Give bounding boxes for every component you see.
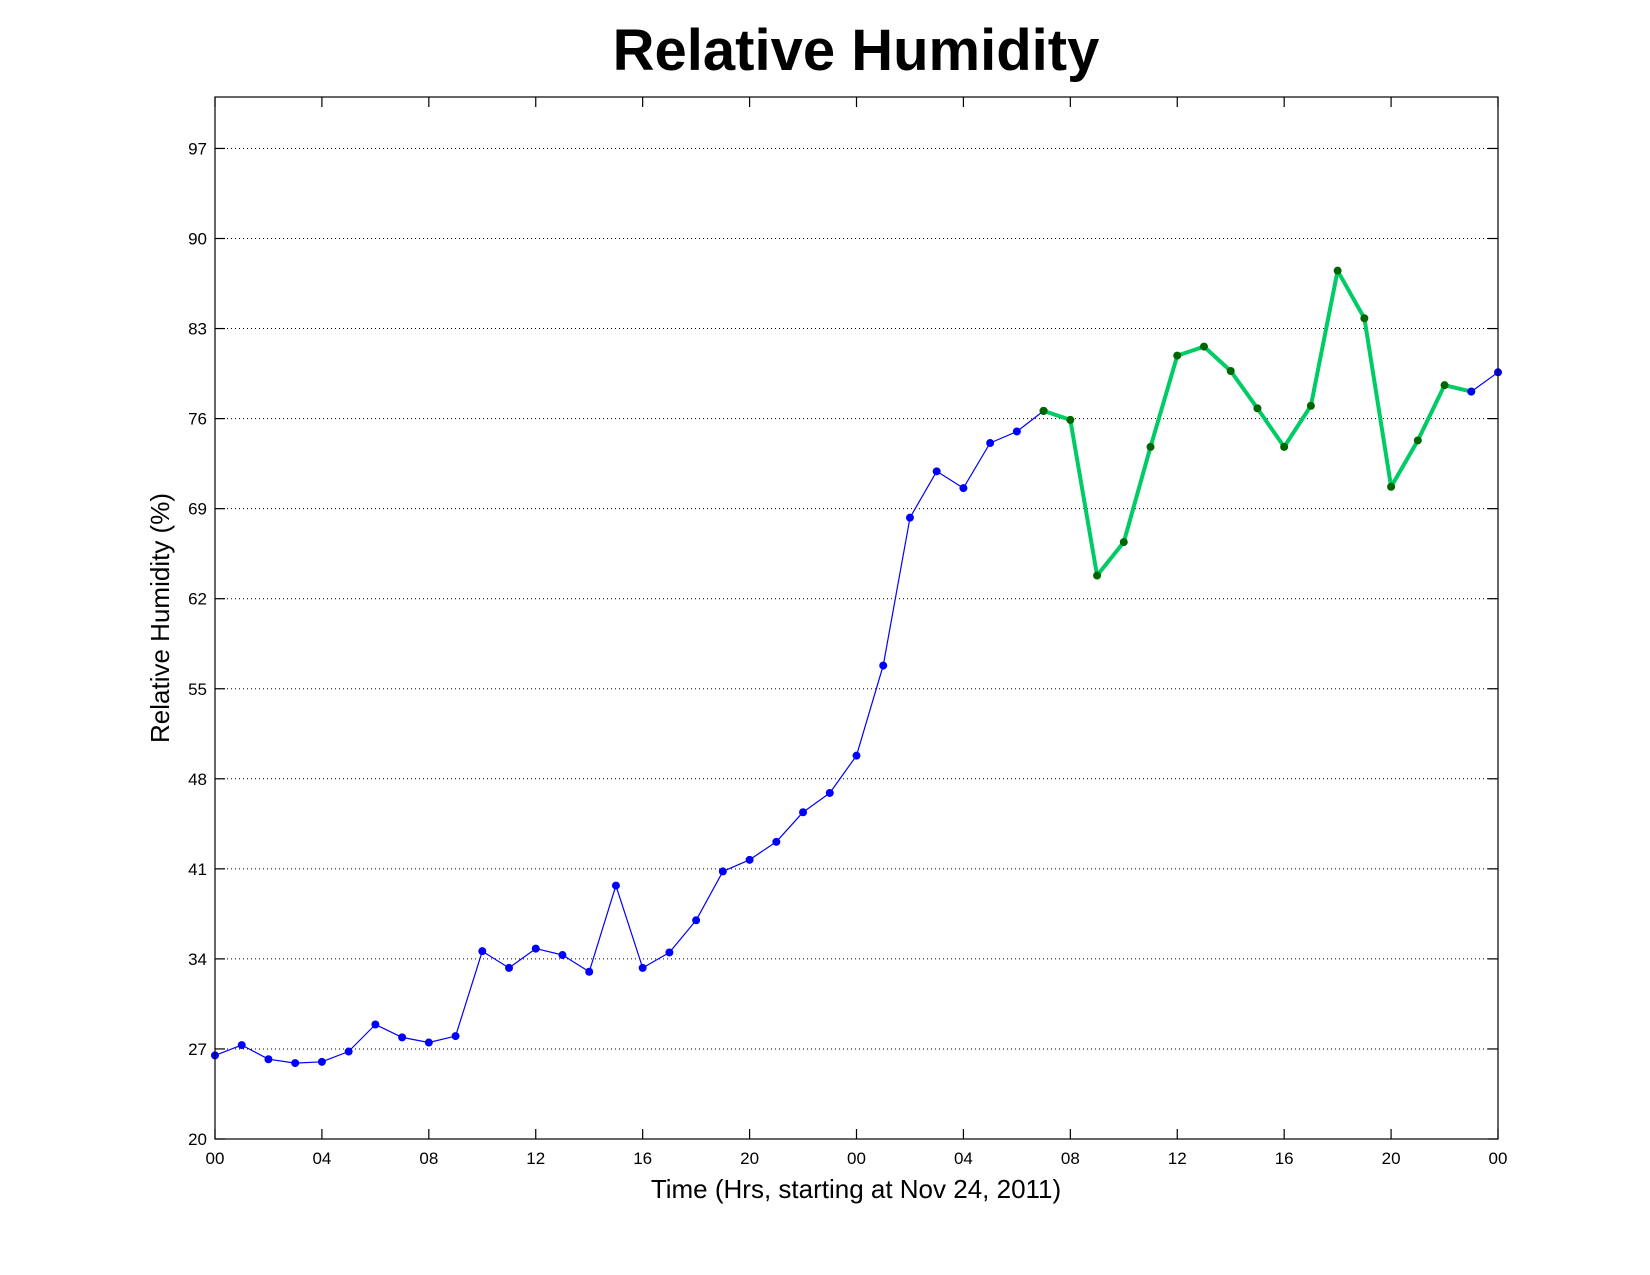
y-tick-label: 97 <box>188 139 207 158</box>
data-point <box>1306 401 1315 410</box>
series-line <box>214 410 1044 1064</box>
y-tick-label: 69 <box>188 500 207 519</box>
data-point <box>745 855 754 864</box>
data-point <box>1199 342 1208 351</box>
series-line <box>1042 268 1472 578</box>
data-point <box>1413 436 1422 445</box>
data-point <box>1039 406 1048 415</box>
data-point <box>1360 314 1369 323</box>
data-point <box>264 1055 273 1064</box>
y-tick-label: 41 <box>188 860 207 879</box>
series-line <box>1470 371 1499 393</box>
data-point <box>317 1057 326 1066</box>
data-point <box>1173 351 1182 360</box>
plot-frame <box>214 96 1499 1140</box>
data-point <box>505 963 514 972</box>
data-point <box>1226 367 1235 376</box>
x-tick-label: 00 <box>847 1149 866 1168</box>
y-tick-label: 90 <box>188 230 207 249</box>
x-axis-label: Time (Hrs, starting at Nov 24, 2011) <box>651 1174 1061 1204</box>
x-tick-label: 16 <box>633 1149 652 1168</box>
x-tick-label: 04 <box>954 1149 973 1168</box>
data-point <box>1146 442 1155 451</box>
data-point <box>371 1020 380 1029</box>
x-tick-label: 20 <box>740 1149 759 1168</box>
data-point <box>1253 404 1262 413</box>
data-point <box>986 439 995 448</box>
x-tick-label: 08 <box>419 1149 438 1168</box>
data-point <box>585 967 594 976</box>
x-tick-label: 20 <box>1382 1149 1401 1168</box>
data-point <box>692 916 701 925</box>
data-point <box>1012 427 1021 436</box>
data-point <box>852 751 861 760</box>
x-tick-label: 12 <box>526 1149 545 1168</box>
data-point <box>478 947 487 956</box>
data-point <box>1333 266 1342 275</box>
series-layer <box>211 266 1502 1068</box>
y-tick-label: 20 <box>188 1130 207 1149</box>
data-point <box>1467 387 1476 396</box>
data-point <box>825 788 834 797</box>
data-point <box>799 808 808 817</box>
data-point <box>611 881 620 890</box>
y-tick-label: 76 <box>188 410 207 429</box>
data-point <box>424 1038 433 1047</box>
grid-lines <box>215 147 1498 1050</box>
data-point <box>531 944 540 953</box>
data-point <box>1440 381 1449 390</box>
chart-title: Relative Humidity <box>613 18 1100 83</box>
data-point <box>905 513 914 522</box>
data-point <box>1280 442 1289 451</box>
data-point <box>1093 571 1102 580</box>
data-point <box>558 951 567 960</box>
data-point <box>959 484 968 493</box>
data-point <box>237 1041 246 1050</box>
data-point <box>638 963 647 972</box>
x-tick-label: 16 <box>1275 1149 1294 1168</box>
x-tick-label: 00 <box>1489 1149 1508 1168</box>
data-point <box>398 1033 407 1042</box>
data-point <box>1387 482 1396 491</box>
data-point <box>932 467 941 476</box>
y-tick-label: 83 <box>188 320 207 339</box>
data-point <box>1119 538 1128 547</box>
y-tick-label: 55 <box>188 680 207 699</box>
data-point <box>451 1032 460 1041</box>
data-point <box>772 837 781 846</box>
x-tick-label: 04 <box>312 1149 331 1168</box>
y-axis-label: Relative Humidity (%) <box>145 493 175 743</box>
x-tick-label: 00 <box>206 1149 225 1168</box>
data-point <box>718 867 727 876</box>
y-tick-label: 48 <box>188 770 207 789</box>
x-tick-label: 12 <box>1168 1149 1187 1168</box>
data-point <box>665 948 674 957</box>
data-point <box>344 1047 353 1056</box>
y-tick-label: 62 <box>188 590 207 609</box>
data-point <box>1066 415 1075 424</box>
data-point <box>291 1059 300 1068</box>
data-point <box>879 661 888 670</box>
y-tick-label: 34 <box>188 950 207 969</box>
x-tick-label: 08 <box>1061 1149 1080 1168</box>
y-tick-label: 27 <box>188 1040 207 1059</box>
